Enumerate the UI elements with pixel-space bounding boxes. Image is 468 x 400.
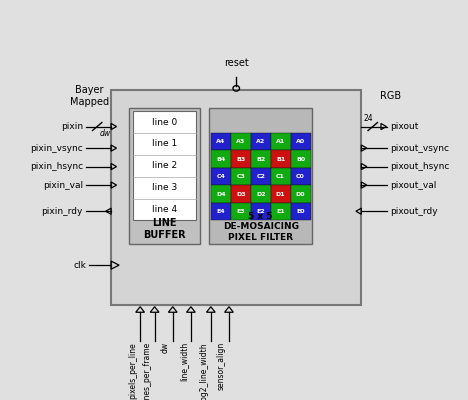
Text: Bayer
Mapped: Bayer Mapped (70, 85, 109, 106)
Text: A4: A4 (216, 139, 226, 144)
Text: pixin_vsync: pixin_vsync (30, 144, 83, 152)
Text: sensor_align: sensor_align (217, 342, 226, 390)
FancyBboxPatch shape (251, 168, 271, 185)
Text: C2: C2 (256, 174, 265, 179)
Text: pixout_val: pixout_val (390, 180, 436, 190)
Text: pixout_vsync: pixout_vsync (390, 144, 449, 152)
Text: pixin_hsync: pixin_hsync (29, 162, 83, 171)
FancyBboxPatch shape (231, 203, 251, 220)
FancyBboxPatch shape (129, 108, 200, 244)
Text: C0: C0 (296, 174, 305, 179)
FancyBboxPatch shape (291, 150, 311, 168)
Text: B1: B1 (276, 156, 285, 162)
Text: reset: reset (224, 58, 249, 68)
Text: 5 x 5
DE-MOSAICING
PIXEL FILTER: 5 x 5 DE-MOSAICING PIXEL FILTER (223, 212, 299, 242)
FancyBboxPatch shape (271, 168, 291, 185)
Text: D0: D0 (296, 192, 305, 197)
FancyBboxPatch shape (291, 203, 311, 220)
Text: pixin_rdy: pixin_rdy (42, 207, 83, 216)
Text: D2: D2 (256, 192, 265, 197)
Text: B4: B4 (216, 156, 226, 162)
Text: pixout_rdy: pixout_rdy (390, 207, 437, 216)
Text: line 3: line 3 (152, 183, 177, 192)
FancyBboxPatch shape (251, 185, 271, 203)
FancyBboxPatch shape (271, 185, 291, 203)
FancyBboxPatch shape (111, 90, 361, 305)
Text: D3: D3 (236, 192, 246, 197)
Text: 24: 24 (364, 114, 373, 124)
FancyBboxPatch shape (251, 133, 271, 150)
Text: D1: D1 (276, 192, 285, 197)
Text: line 1: line 1 (152, 140, 177, 148)
Text: line 0: line 0 (152, 118, 177, 126)
Text: pixout_hsync: pixout_hsync (390, 162, 449, 171)
FancyBboxPatch shape (231, 150, 251, 168)
Text: clk: clk (73, 261, 87, 270)
Text: dw: dw (161, 342, 170, 353)
FancyBboxPatch shape (211, 168, 231, 185)
FancyBboxPatch shape (231, 185, 251, 203)
Text: pixout: pixout (390, 122, 418, 131)
Text: log2_line_width: log2_line_width (199, 342, 208, 400)
Text: pixin_val: pixin_val (43, 180, 83, 190)
Text: D4: D4 (216, 192, 226, 197)
Text: B2: B2 (256, 156, 265, 162)
Text: line 4: line 4 (152, 205, 177, 214)
FancyBboxPatch shape (291, 133, 311, 150)
Text: E2: E2 (256, 209, 265, 214)
FancyBboxPatch shape (133, 111, 197, 220)
Text: dw: dw (100, 129, 111, 138)
FancyBboxPatch shape (231, 133, 251, 150)
FancyBboxPatch shape (251, 203, 271, 220)
Text: C4: C4 (216, 174, 225, 179)
FancyBboxPatch shape (251, 150, 271, 168)
Text: A1: A1 (276, 139, 285, 144)
Text: line 2: line 2 (152, 161, 177, 170)
Text: lines_per_frame: lines_per_frame (143, 342, 152, 400)
FancyBboxPatch shape (271, 133, 291, 150)
Text: pixin: pixin (61, 122, 83, 131)
FancyBboxPatch shape (231, 168, 251, 185)
Text: E4: E4 (217, 209, 225, 214)
Text: A2: A2 (256, 139, 265, 144)
FancyBboxPatch shape (291, 168, 311, 185)
FancyBboxPatch shape (211, 133, 231, 150)
Text: LINE
BUFFER: LINE BUFFER (143, 218, 186, 240)
FancyBboxPatch shape (209, 108, 313, 244)
Text: E3: E3 (236, 209, 245, 214)
FancyBboxPatch shape (271, 150, 291, 168)
FancyBboxPatch shape (211, 150, 231, 168)
FancyBboxPatch shape (271, 203, 291, 220)
Text: A0: A0 (296, 139, 305, 144)
Text: RGB: RGB (380, 91, 401, 101)
FancyBboxPatch shape (211, 185, 231, 203)
Text: B0: B0 (296, 156, 305, 162)
Text: B3: B3 (236, 156, 245, 162)
Text: pixels_per_line: pixels_per_line (128, 342, 137, 399)
Text: line_width: line_width (179, 342, 188, 381)
Text: C3: C3 (236, 174, 245, 179)
FancyBboxPatch shape (291, 185, 311, 203)
Text: C1: C1 (276, 174, 285, 179)
Text: A3: A3 (236, 139, 245, 144)
Text: E0: E0 (296, 209, 305, 214)
Text: E1: E1 (276, 209, 285, 214)
FancyBboxPatch shape (211, 203, 231, 220)
